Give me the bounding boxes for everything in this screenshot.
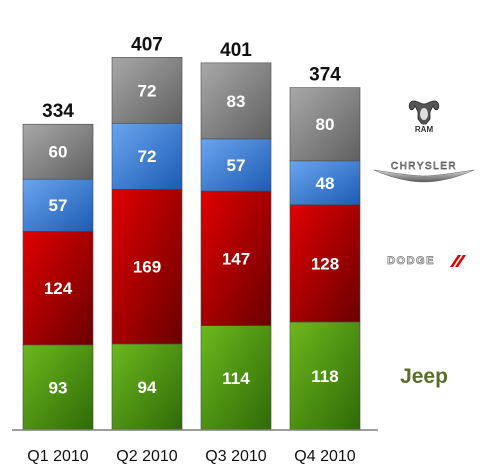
ram-head-icon — [408, 100, 440, 125]
chrysler-wings-icon — [373, 169, 475, 183]
bar-segment-jeep-4 — [289, 321, 361, 431]
legend-item-ram: RAM — [408, 100, 440, 134]
x-axis-ticks: Q1 2010 Q2 2010 Q3 2010 Q4 2010 — [27, 448, 355, 465]
data-label-chrysler-2: 72 — [138, 147, 157, 166]
x-tick-label-3: Q3 2010 — [205, 448, 266, 465]
legend-item-jeep: Jeep — [400, 365, 448, 388]
total-label-3: 401 — [220, 40, 252, 61]
data-label-jeep-1: 93 — [49, 378, 68, 397]
data-label-dodge-1: 124 — [44, 279, 73, 298]
data-label-dodge-3: 147 — [222, 249, 250, 268]
bar-segment-chrysler-2 — [111, 122, 183, 190]
total-label-2: 407 — [131, 34, 163, 55]
bar-segment-dodge-2 — [111, 188, 183, 345]
labels-layer: 93 124 57 60 334 94 169 72 72 407 114 147 57 83 401 118… — [42, 34, 341, 397]
bar-segment-chrysler-4 — [289, 160, 361, 206]
total-label-4: 374 — [309, 65, 341, 86]
data-label-chrysler-4: 48 — [316, 174, 335, 193]
bar-segment-dodge-3 — [200, 190, 272, 326]
legend-label-ram: RAM — [415, 125, 434, 134]
legend-label-chrysler: CHRYSLER — [391, 161, 457, 172]
bar-segment-ram-4 — [289, 87, 361, 162]
dodge-stripes-icon — [450, 255, 466, 267]
data-label-ram-4: 80 — [316, 115, 335, 134]
bar-segment-ram-2 — [111, 57, 183, 124]
legend-item-dodge: DODGE — [387, 255, 466, 267]
x-tick-label-4: Q4 2010 — [294, 448, 355, 465]
data-label-ram-2: 72 — [138, 81, 157, 100]
legend: RAM CHRYSLER DODGE Jeep — [373, 100, 475, 388]
x-tick-label-2: Q2 2010 — [116, 448, 177, 465]
jeep-wordmark-icon: Jeep — [400, 365, 448, 388]
data-label-jeep-4: 118 — [311, 367, 338, 386]
bar-segment-chrysler-3 — [200, 138, 272, 192]
data-label-jeep-2: 94 — [138, 378, 157, 397]
bar-segment-ram-1 — [22, 123, 94, 180]
data-label-jeep-3: 114 — [222, 369, 250, 388]
total-label-1: 334 — [42, 101, 74, 122]
data-label-chrysler-1: 57 — [49, 196, 68, 215]
x-tick-label-1: Q1 2010 — [27, 448, 88, 465]
legend-item-chrysler: CHRYSLER — [373, 161, 475, 183]
legend-label-dodge: DODGE — [387, 255, 435, 267]
data-label-ram-3: 83 — [227, 92, 246, 111]
bar-segment-jeep-2 — [111, 343, 183, 431]
data-label-dodge-4: 128 — [311, 254, 339, 273]
bar-segment-ram-3 — [200, 62, 272, 140]
data-label-ram-1: 60 — [49, 143, 68, 162]
bars-layer — [22, 57, 361, 431]
bar-segment-dodge-1 — [22, 231, 94, 346]
data-label-dodge-2: 169 — [133, 258, 161, 277]
data-label-chrysler-3: 57 — [227, 156, 246, 175]
bar-segment-jeep-1 — [22, 344, 94, 431]
